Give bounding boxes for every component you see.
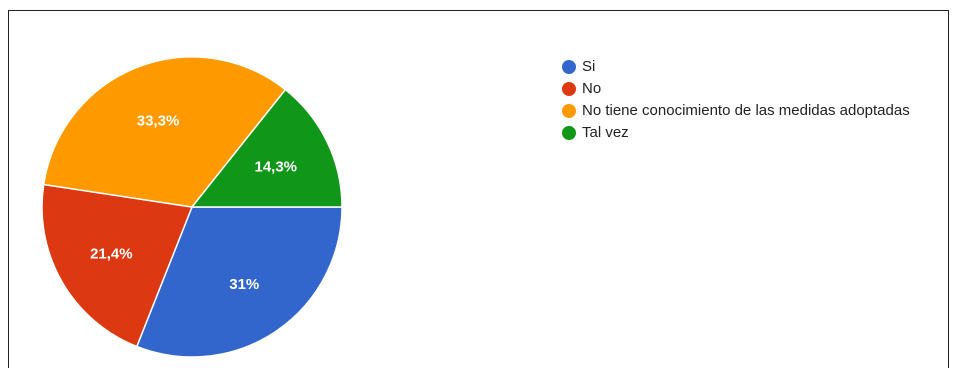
legend-item-si[interactable]: Si	[562, 57, 942, 77]
legend-item-tal-vez[interactable]: Tal vez	[562, 123, 942, 143]
legend: Si No No tiene conocimiento de las medid…	[562, 57, 942, 145]
pie-label-tal-vez: 14,3%	[254, 159, 297, 176]
legend-dot-no-tiene-conocimiento	[562, 104, 576, 118]
legend-item-no-tiene-conocimiento[interactable]: No tiene conocimiento de las medidas ado…	[562, 101, 942, 121]
legend-label-no-tiene-conocimiento: No tiene conocimiento de las medidas ado…	[582, 102, 910, 119]
pie-slices	[41, 56, 343, 358]
legend-dot-no	[562, 82, 576, 96]
legend-label-no: No	[582, 80, 602, 97]
pie-labels: 31% 21,4% 33,3% 14,3%	[90, 112, 297, 292]
pie-label-no: 21,4%	[90, 245, 133, 262]
legend-label-si: Si	[582, 58, 596, 75]
legend-dot-tal-vez	[562, 126, 576, 140]
pie-slice-no[interactable]	[41, 183, 194, 348]
pie-label-si: 31%	[229, 276, 259, 293]
pie-slice-si[interactable]	[135, 206, 343, 358]
pie-label-no-tiene-conocimiento: 33,3%	[137, 112, 180, 129]
legend-dot-si	[562, 60, 576, 74]
legend-item-no[interactable]: No	[562, 79, 942, 99]
pie-slice-tal-vez[interactable]	[190, 88, 343, 208]
legend-label-tal-vez: Tal vez	[582, 124, 629, 141]
pie-slice-no-tiene-conocimiento[interactable]	[42, 56, 287, 208]
